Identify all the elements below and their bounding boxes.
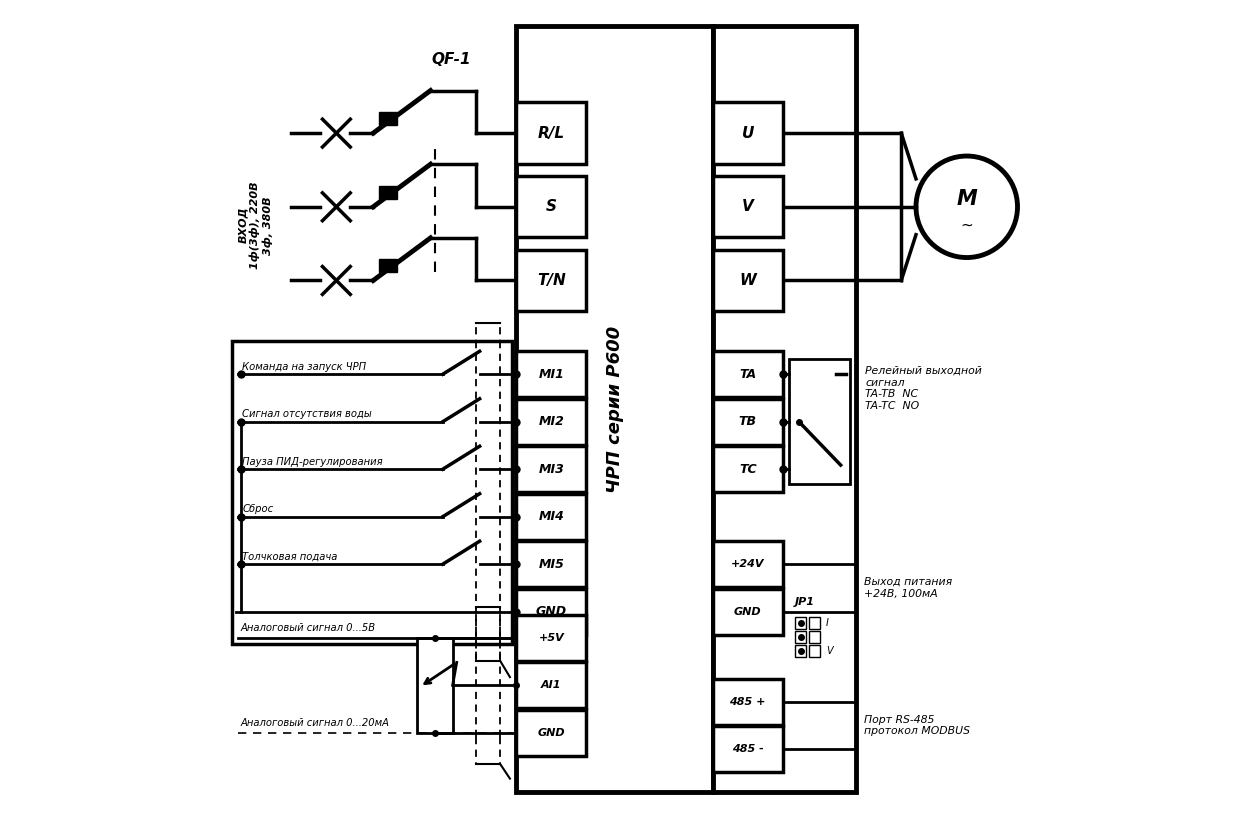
Bar (714, 589, 782, 634)
Text: ЧРП серии P600: ЧРП серии P600 (606, 326, 623, 493)
Text: 485 -: 485 - (732, 744, 764, 754)
Bar (517, 541, 586, 587)
Bar (809, 617, 820, 629)
Text: R/L: R/L (538, 126, 564, 141)
Bar (517, 447, 586, 492)
Bar (517, 615, 586, 661)
Bar (517, 589, 586, 634)
Text: MI4: MI4 (538, 510, 564, 523)
Text: I: I (826, 618, 829, 628)
Bar (714, 726, 782, 772)
Bar (714, 26, 856, 791)
Bar (517, 351, 586, 397)
Text: Сигнал отсутствия воды: Сигнал отсутствия воды (242, 409, 372, 419)
Bar (379, 185, 398, 198)
Text: Релейный выходной
сигнал
TA-TB  NC
TA-TC  NO: Релейный выходной сигнал TA-TB NC TA-TC … (865, 366, 982, 411)
Text: S: S (545, 199, 557, 214)
Bar (714, 399, 782, 445)
Bar (714, 447, 782, 492)
Bar (517, 103, 586, 164)
Bar (714, 351, 782, 397)
Text: ~: ~ (961, 218, 973, 232)
Text: TB: TB (739, 415, 756, 428)
Bar (809, 631, 820, 643)
Bar (795, 645, 806, 657)
Text: MI3: MI3 (538, 462, 564, 476)
Text: JP1: JP1 (795, 597, 815, 607)
Text: Команда на запуск ЧРП: Команда на запуск ЧРП (242, 361, 366, 372)
Bar (379, 259, 398, 272)
Text: TC: TC (739, 462, 756, 476)
Text: V: V (826, 646, 833, 656)
Bar (517, 250, 586, 311)
Text: 485 +: 485 + (730, 696, 766, 706)
Text: W: W (740, 273, 756, 288)
Bar (517, 662, 586, 708)
Text: +5V: +5V (538, 633, 564, 643)
Text: QF-1: QF-1 (431, 52, 470, 67)
Text: T/N: T/N (537, 273, 566, 288)
Text: U: U (741, 126, 754, 141)
Bar (517, 176, 586, 237)
Text: AI1: AI1 (540, 681, 562, 691)
Text: Порт RS-485
протокол MODBUS: Порт RS-485 протокол MODBUS (864, 715, 971, 736)
Text: V: V (742, 199, 754, 214)
Text: GND: GND (734, 607, 761, 617)
Bar (714, 103, 782, 164)
Text: Выход питания
+24В, 100мА: Выход питания +24В, 100мА (864, 577, 953, 599)
Bar (714, 250, 782, 311)
Text: GND: GND (538, 728, 566, 738)
Bar (789, 360, 850, 484)
Text: M: M (957, 189, 977, 208)
Text: Аналоговый сигнал 0...5В: Аналоговый сигнал 0...5В (241, 623, 376, 633)
Text: Аналоговый сигнал 0...20мА: Аналоговый сигнал 0...20мА (241, 718, 390, 728)
Text: MI5: MI5 (538, 557, 564, 571)
Bar (517, 710, 586, 756)
Bar (714, 176, 782, 237)
Bar (517, 494, 586, 539)
Bar (795, 631, 806, 643)
Text: Пауза ПИД-регулирования: Пауза ПИД-регулирования (242, 457, 382, 466)
Text: TA: TA (739, 368, 756, 380)
Bar (795, 617, 806, 629)
Text: GND: GND (535, 605, 567, 618)
Text: MI1: MI1 (538, 368, 564, 380)
Bar (714, 541, 782, 587)
Text: Сброс: Сброс (242, 504, 273, 514)
Bar (379, 112, 398, 125)
Bar (714, 679, 782, 724)
Bar (232, 342, 513, 644)
Text: ВХОД
1ф(3ф), 220В
3ф, 380В: ВХОД 1ф(3ф), 220В 3ф, 380В (238, 181, 272, 269)
Bar (517, 26, 714, 791)
Text: MI2: MI2 (538, 415, 564, 428)
Bar (517, 399, 586, 445)
Bar (416, 638, 453, 733)
Bar (809, 645, 820, 657)
Text: +24V: +24V (731, 559, 765, 569)
Text: Толчковая подача: Толчковая подача (242, 552, 337, 562)
